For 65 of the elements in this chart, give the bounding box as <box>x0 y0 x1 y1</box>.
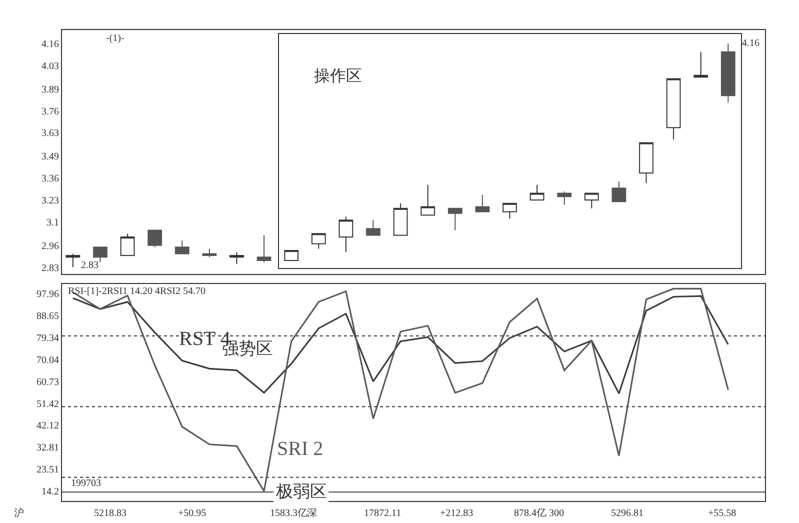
candlestick <box>230 252 244 264</box>
annotation: RSI-[1]-2RSI1 14.20 4RSI2 54.70 <box>68 286 206 297</box>
annotation: -(1)- <box>106 33 124 44</box>
y-tick-label: 60.73 <box>36 376 59 388</box>
candlestick <box>584 192 599 209</box>
y-tick-label: 2.96 <box>42 240 59 252</box>
annotation: 4.16 <box>742 38 760 49</box>
y-tick-label: 23.51 <box>36 464 59 476</box>
candlestick <box>448 208 462 231</box>
text: 沪 <box>14 507 24 519</box>
y-tick-label: 3.1 <box>46 217 59 228</box>
y-tick-label: 51.42 <box>36 398 59 410</box>
y-tick-label: 3.63 <box>42 128 59 140</box>
y-tick-label: 79.34 <box>36 332 59 344</box>
y-tick-label: 2.83 <box>42 262 59 274</box>
text: 300 <box>549 508 564 519</box>
candlestick <box>720 42 736 103</box>
candlestick <box>393 202 408 236</box>
y-tick-label: 4.03 <box>42 60 59 72</box>
annotation: 199703 <box>71 478 101 489</box>
candlestick <box>66 253 80 268</box>
annotation: 操作区 <box>314 66 362 85</box>
y-tick-label: 42.12 <box>36 420 59 432</box>
candlestick <box>311 233 326 250</box>
candlestick <box>502 202 517 219</box>
text: 5296.81 <box>611 508 644 519</box>
candlestick <box>475 194 490 212</box>
text: +55.58 <box>708 508 736 519</box>
candlestick <box>120 233 135 256</box>
candlestick <box>694 51 708 78</box>
y-tick-label: 97.96 <box>36 289 59 300</box>
ref-line-label: 极弱区 <box>275 482 327 502</box>
y-tick-label: 3.76 <box>42 106 59 118</box>
candlestick <box>612 180 626 202</box>
candlestick <box>639 142 654 184</box>
candlestick <box>366 220 380 236</box>
candlestick <box>666 78 681 140</box>
text: +50.95 <box>178 508 206 519</box>
text: 5218.83 <box>94 508 126 519</box>
series-label: SRI 2 <box>277 438 324 460</box>
candlestick <box>557 191 572 206</box>
y-tick-label: 32.81 <box>36 442 59 454</box>
candlestick <box>93 246 108 263</box>
candlestick <box>256 234 272 263</box>
annotation: 2.83 <box>81 260 98 271</box>
y-tick-label: 3.89 <box>42 84 59 96</box>
y-tick-label: 3.49 <box>42 152 59 163</box>
y-tick-label: 3.36 <box>42 174 59 185</box>
y-tick-label: 88.65 <box>36 310 59 322</box>
y-tick-label: 3.23 <box>42 195 59 206</box>
candlestick <box>174 240 190 254</box>
text: 878.4亿 <box>514 508 546 519</box>
candlestick <box>148 230 162 248</box>
y-tick-label: 14.2 <box>42 486 59 498</box>
text: 1583.3亿 <box>270 508 308 519</box>
candlestick <box>338 216 354 253</box>
candlestick <box>420 184 436 216</box>
y-tick-label: 4.16 <box>42 38 59 50</box>
candlestick <box>284 250 299 262</box>
text: 深 <box>307 507 317 519</box>
line-series <box>72 295 729 394</box>
y-tick-label: 70.04 <box>36 354 59 366</box>
candlestick <box>530 184 544 200</box>
text: +212.83 <box>440 508 474 519</box>
text: 17872.11 <box>364 508 402 519</box>
